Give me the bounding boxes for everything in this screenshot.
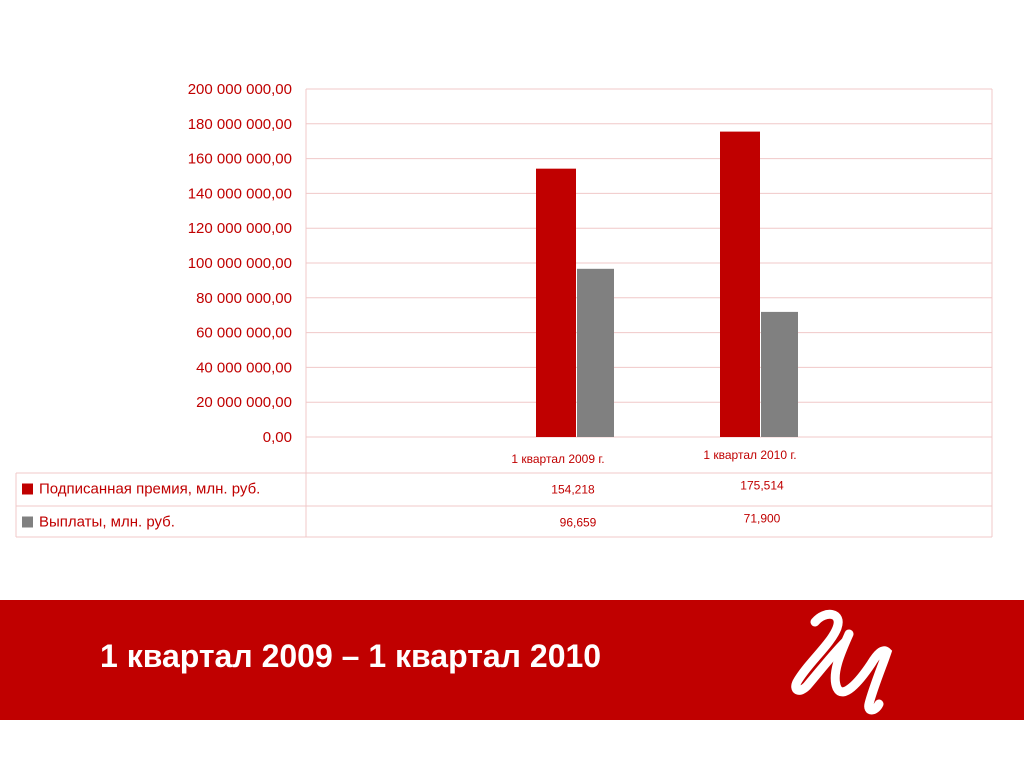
legend-label: Подписанная премия, млн. руб. [39,481,260,498]
category-label: 1 квартал 2009 г. [511,452,604,466]
footer-banner: 1 квартал 2009 – 1 квартал 2010 [0,600,1024,720]
data-table-value: 71,900 [744,512,781,526]
bar-premium [536,168,576,437]
y-tick-label: 80 000 000,00 [196,290,292,307]
legend-swatch [22,483,33,495]
y-tick-label: 40 000 000,00 [196,359,292,376]
y-tick-label: 180 000 000,00 [188,116,292,133]
slide-title: 1 квартал 2009 – 1 квартал 2010 [100,638,602,674]
chart: 0,00 20 000 000,00 40 000 000,00 60 000 000… [15,81,993,538]
data-table-value: 96,659 [560,516,597,530]
y-tick-label: 60 000 000,00 [196,325,292,342]
bar-payments [577,268,614,437]
company-monogram-logo-icon [791,609,893,715]
y-tick-label: 160 000 000,00 [188,151,292,168]
y-tick-label: 100 000 000,00 [188,255,292,272]
y-tick-label: 140 000 000,00 [188,185,292,202]
legend-swatch [22,516,33,528]
category-label: 1 квартал 2010 г. [703,448,796,462]
y-tick-label: 0,00 [263,429,292,446]
data-table-value: 154,218 [551,483,595,497]
bar-premium [720,131,760,437]
bar-chart: 0,00 20 000 000,00 40 000 000,00 60 000 000… [15,81,993,538]
y-tick-label: 200 000 000,00 [188,81,292,98]
data-table-value: 175,514 [740,479,784,493]
y-tick-label: 120 000 000,00 [188,220,292,237]
y-tick-label: 20 000 000,00 [196,394,292,411]
bar-payments [761,311,798,437]
legend-label: Выплаты, млн. руб. [39,514,175,531]
